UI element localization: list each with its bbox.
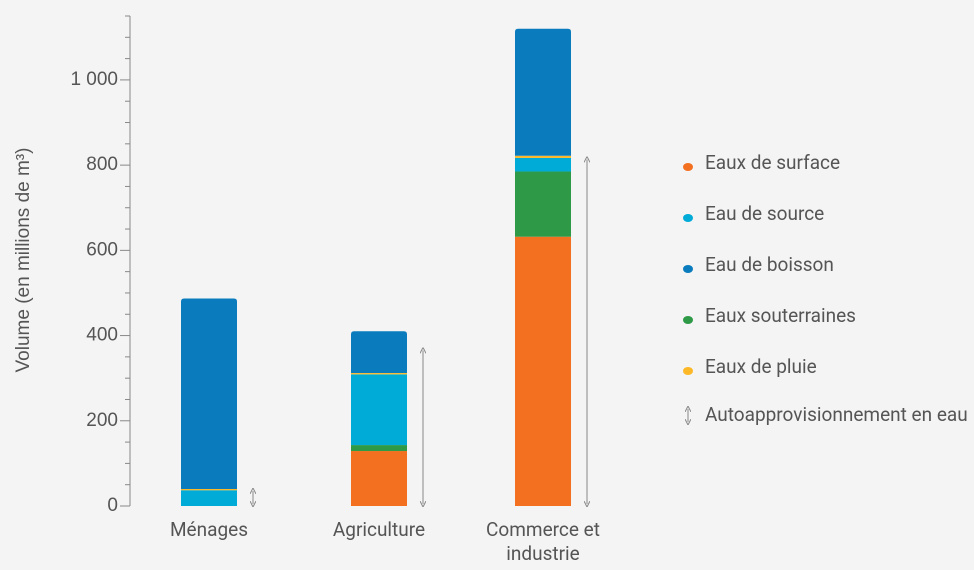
y-axis-label: Volume (en millions de m³) <box>13 148 34 373</box>
legend-label: Eaux de pluie <box>705 355 817 378</box>
bar-segment <box>181 298 237 489</box>
bar-segment <box>351 451 407 506</box>
legend-label: Autoapprovisionnement en eau <box>705 403 968 426</box>
bar-segment <box>351 374 407 446</box>
bar-segment <box>351 373 407 375</box>
x-tick-label: Agriculture <box>332 518 426 541</box>
y-tick-label: 600 <box>86 239 118 260</box>
bar-segment <box>515 236 571 506</box>
legend-label: Eau de boisson <box>705 253 834 276</box>
bar-segment <box>515 157 571 172</box>
legend-swatch <box>683 163 693 171</box>
legend-label: Eaux de surface <box>705 151 841 174</box>
x-tick-label: Ménages <box>169 518 249 541</box>
bar-segment <box>181 488 237 491</box>
legend-swatch <box>683 316 693 324</box>
legend-label: Eaux souterraines <box>705 304 856 327</box>
bar-segment <box>515 28 571 156</box>
y-tick-label: 1 000 <box>70 69 118 90</box>
legend-label: Eau de source <box>705 202 825 225</box>
bar-segment <box>181 490 237 506</box>
bar-segment <box>515 155 571 158</box>
y-tick-label: 200 <box>86 410 118 431</box>
y-tick-label: 800 <box>86 154 118 175</box>
y-tick-label: 400 <box>86 325 118 346</box>
bar-segment <box>351 331 407 374</box>
legend-swatch <box>683 367 693 375</box>
bar-segment <box>351 445 407 452</box>
legend-swatch <box>683 265 693 273</box>
y-tick-label: 0 <box>107 495 118 516</box>
bar-segment <box>515 171 571 237</box>
x-tick-label: Commerce et industrie <box>486 518 600 565</box>
legend-swatch <box>683 214 693 222</box>
